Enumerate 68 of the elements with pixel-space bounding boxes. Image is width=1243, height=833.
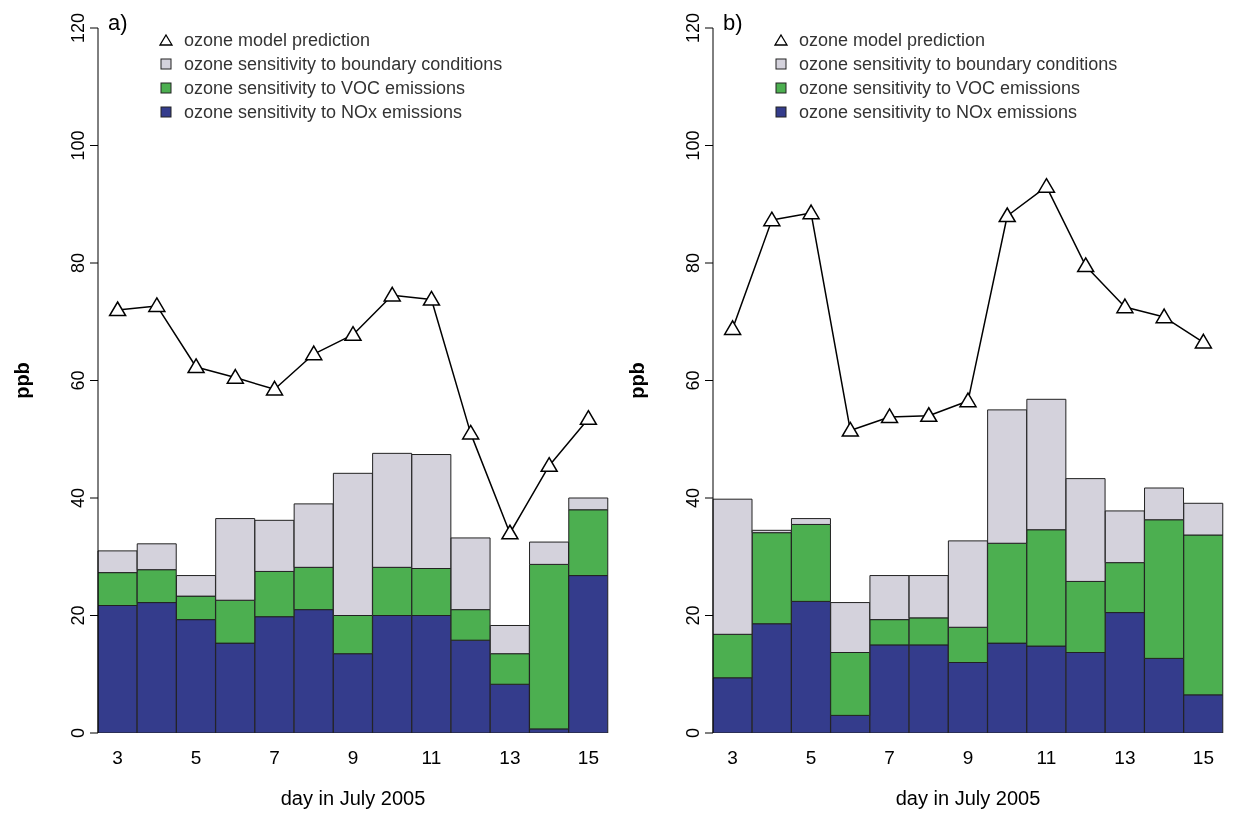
point <box>305 345 323 361</box>
point <box>959 392 977 408</box>
point <box>880 408 899 424</box>
point <box>920 407 938 423</box>
legend-label: ozone model prediction <box>799 29 986 52</box>
x-tick-label: 7 <box>269 747 280 769</box>
x-tick-label: 9 <box>347 747 359 769</box>
legend-label: ozone model prediction <box>184 29 371 52</box>
point <box>1037 177 1056 193</box>
point <box>802 204 820 220</box>
x-tick-label: 3 <box>727 747 738 769</box>
legend-label: ozone sensitivity to boundary conditions <box>184 53 503 76</box>
x-tick-label: 5 <box>805 747 817 769</box>
y-tick-label: 40 <box>68 487 88 509</box>
y-axis-title: ppb <box>11 362 34 399</box>
x-tick-label: 15 <box>1192 747 1214 769</box>
point <box>540 456 558 473</box>
point <box>148 297 166 313</box>
point <box>1076 257 1095 273</box>
x-tick-label: 15 <box>577 747 599 769</box>
point <box>1194 333 1213 349</box>
point <box>108 301 127 317</box>
x-tick-label: 3 <box>112 747 123 769</box>
point <box>998 207 1016 223</box>
point <box>187 358 205 374</box>
point <box>841 421 860 437</box>
legend-label: ozone sensitivity to NOx emissions <box>184 101 463 124</box>
point <box>723 320 742 336</box>
chart-title: b) <box>723 10 743 36</box>
point <box>763 211 781 227</box>
legend-label: ozone sensitivity to VOC emissions <box>799 77 1081 100</box>
point <box>579 409 598 426</box>
y-tick-label: 100 <box>683 130 703 161</box>
x-axis-title: day in July 2005 <box>280 787 426 809</box>
x-tick-label: 13 <box>499 747 521 769</box>
legend-label: ozone sensitivity to NOx emissions <box>799 101 1078 124</box>
legend-label: ozone sensitivity to boundary conditions <box>799 53 1118 76</box>
y-tick-label: 20 <box>683 605 703 626</box>
point <box>226 368 245 384</box>
point <box>1155 308 1173 324</box>
point <box>344 325 362 342</box>
x-axis-title: day in July 2005 <box>895 787 1041 809</box>
x-tick-label: 13 <box>1114 747 1136 769</box>
x-tick-label: 11 <box>1036 747 1057 769</box>
y-tick-label: 120 <box>683 12 703 44</box>
y-tick-label: 0 <box>683 727 703 739</box>
x-tick-label: 5 <box>190 747 202 769</box>
point <box>501 524 519 540</box>
y-tick-label: 80 <box>683 252 703 274</box>
y-tick-label: 120 <box>68 12 88 44</box>
y-tick-label: 80 <box>68 252 88 274</box>
point <box>383 286 401 302</box>
y-tick-label: 0 <box>68 727 88 739</box>
chart-title: a) <box>108 10 128 36</box>
x-tick-label: 9 <box>962 747 974 769</box>
point <box>422 290 441 306</box>
point <box>265 380 284 396</box>
x-tick-label: 7 <box>884 747 895 769</box>
y-tick-label: 20 <box>68 605 88 626</box>
legend-label: ozone sensitivity to VOC emissions <box>184 77 466 100</box>
y-tick-label: 40 <box>683 487 703 509</box>
y-tick-label: 60 <box>68 370 88 391</box>
point <box>461 424 480 440</box>
y-axis-title: ppb <box>626 362 649 399</box>
x-tick-label: 11 <box>421 747 442 769</box>
point <box>1116 298 1134 314</box>
y-tick-label: 60 <box>683 370 703 391</box>
y-tick-label: 100 <box>68 130 88 161</box>
